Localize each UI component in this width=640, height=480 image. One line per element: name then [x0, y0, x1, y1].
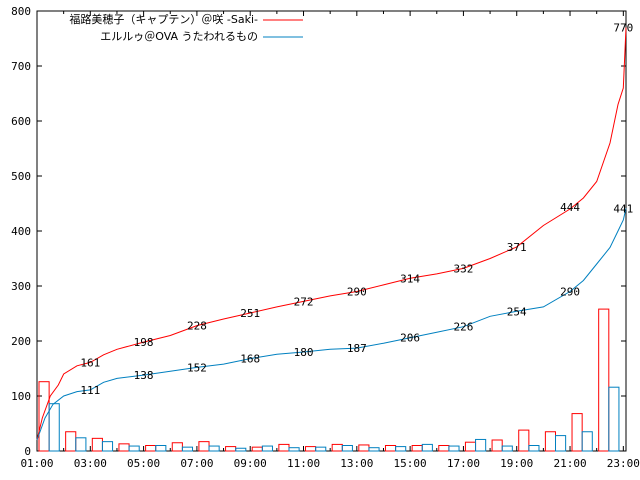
bar-s0-h0	[38, 381, 50, 452]
y-axis-ticks: 0 100 200 300 400 500 600 700 800	[11, 5, 626, 458]
cumulative-lines	[36, 27, 627, 441]
bar-s1-h2	[101, 441, 114, 452]
data-label-s0-6: 314	[400, 272, 420, 285]
data-label-s0-10: 770	[613, 22, 633, 35]
bar-s0-h5	[171, 442, 183, 452]
bar-s1-h0	[48, 403, 60, 452]
bar-s0-h16	[464, 441, 477, 452]
bar-s1-h11	[341, 445, 353, 452]
bar-s0-h20	[571, 413, 583, 452]
bar-s1-h5	[181, 446, 194, 452]
series-line-0	[36, 27, 627, 441]
bar-s0-h4	[145, 445, 157, 452]
bar-s1-h9	[288, 447, 300, 452]
y-tick-label-0: 0	[24, 445, 31, 458]
legend: 福路美穂子（キャプテン）＠咲 -Saki- エルルゥ＠OVA うたわれるもの	[69, 12, 303, 43]
y-tick-label-8: 800	[11, 5, 31, 18]
x-tick-label-5: 11:00	[287, 457, 320, 470]
data-label-s1-0: 111	[80, 384, 100, 397]
x-tick-label-1: 03:00	[74, 457, 107, 470]
x-tick-label-0: 01:00	[20, 457, 53, 470]
data-label-s1-6: 206	[400, 332, 420, 345]
bar-s1-h13	[395, 446, 407, 452]
y-tick-label-4: 400	[11, 225, 31, 238]
bar-s1-h7	[235, 447, 247, 452]
data-label-s0-8: 371	[507, 241, 527, 254]
bar-s1-h1	[75, 437, 87, 452]
x-tick-label-4: 09:00	[234, 457, 267, 470]
data-label-s0-7: 332	[453, 262, 473, 275]
x-tick-label-3: 07:00	[180, 457, 213, 470]
bar-s1-h10	[315, 446, 327, 452]
x-axis-ticks: 01:00 03:00 05:00 07:00 09:00 11:00 13:00 15:00…	[20, 11, 640, 470]
bar-s0-h10	[305, 446, 317, 452]
data-label-s1-8: 254	[507, 305, 527, 318]
bar-s0-h17	[491, 439, 503, 452]
y-tick-label-7: 700	[11, 60, 31, 73]
data-label-s1-9: 290	[560, 286, 580, 299]
x-tick-label-8: 17:00	[447, 457, 480, 470]
data-label-s1-2: 152	[187, 361, 207, 374]
x-tick-label-2: 05:00	[127, 457, 160, 470]
bar-s0-h18	[518, 429, 530, 452]
bar-s1-h8	[261, 445, 273, 452]
data-label-s1-7: 226	[453, 321, 473, 334]
bar-s0-h1	[65, 431, 77, 452]
legend-entry-label-1: エルルゥ＠OVA うたわれるもの	[100, 30, 258, 43]
bar-s0-h3	[118, 443, 130, 452]
data-label-s1-10: 441	[613, 202, 633, 215]
bar-s1-h21	[608, 386, 620, 452]
data-label-s0-5: 290	[347, 286, 367, 299]
data-label-s0-3: 251	[240, 307, 260, 320]
data-label-s1-3: 168	[240, 353, 260, 366]
bar-s1-h6	[208, 445, 220, 452]
data-label-s0-2: 228	[187, 320, 207, 333]
hourly-bars	[38, 308, 620, 452]
x-tick-label-11: 23:00	[607, 457, 640, 470]
bar-s0-h2	[91, 437, 103, 452]
data-label-s1-5: 187	[347, 342, 367, 355]
y-tick-label-6: 600	[11, 115, 31, 128]
bar-s1-h15	[448, 445, 460, 452]
x-tick-label-9: 19:00	[500, 457, 533, 470]
legend-entry-label-0: 福路美穂子（キャプテン）＠咲 -Saki-	[69, 12, 258, 26]
data-label-s0-1: 198	[134, 336, 154, 349]
x-tick-label-10: 21:00	[553, 457, 586, 470]
bar-s0-h9	[278, 443, 290, 452]
bar-s0-h21	[598, 308, 610, 452]
bar-s0-h8	[251, 446, 263, 452]
bar-s0-h11	[331, 443, 343, 452]
x-tick-label-7: 15:00	[394, 457, 427, 470]
y-tick-label-2: 200	[11, 335, 31, 348]
data-labels: 161 198 228 251 272 290 314 332 371 444 770 111 138 1…	[80, 22, 633, 397]
bar-s1-h18	[528, 445, 540, 452]
data-label-s0-0: 161	[80, 356, 100, 369]
bar-s0-h15	[438, 445, 450, 452]
plot-frame	[36, 10, 627, 452]
y-tick-label-3: 300	[11, 280, 31, 293]
bar-s0-h7	[225, 446, 237, 452]
bar-s1-h14	[421, 443, 433, 452]
bar-s0-h14	[411, 445, 423, 452]
bar-s0-h6	[198, 441, 210, 452]
bar-s1-h16	[475, 438, 487, 452]
data-label-s0-4: 272	[294, 295, 314, 308]
bar-s1-h4	[155, 445, 167, 452]
bar-s0-h19	[544, 431, 557, 452]
bar-s1-h17	[501, 445, 513, 452]
x-tick-label-6: 13:00	[340, 457, 373, 470]
bar-s0-h12	[358, 444, 370, 452]
data-label-s1-1: 138	[134, 369, 154, 382]
y-tick-label-1: 100	[11, 390, 31, 403]
bar-s1-h12	[368, 447, 380, 452]
data-label-s1-4: 180	[294, 346, 314, 359]
bar-s1-h3	[128, 445, 140, 452]
series-line-1	[36, 208, 627, 441]
data-label-s0-9: 444	[560, 201, 580, 214]
bar-s1-h19	[555, 435, 567, 452]
y-tick-label-5: 500	[11, 170, 31, 183]
bar-s0-h13	[384, 445, 397, 452]
bar-s1-h20	[581, 431, 593, 452]
